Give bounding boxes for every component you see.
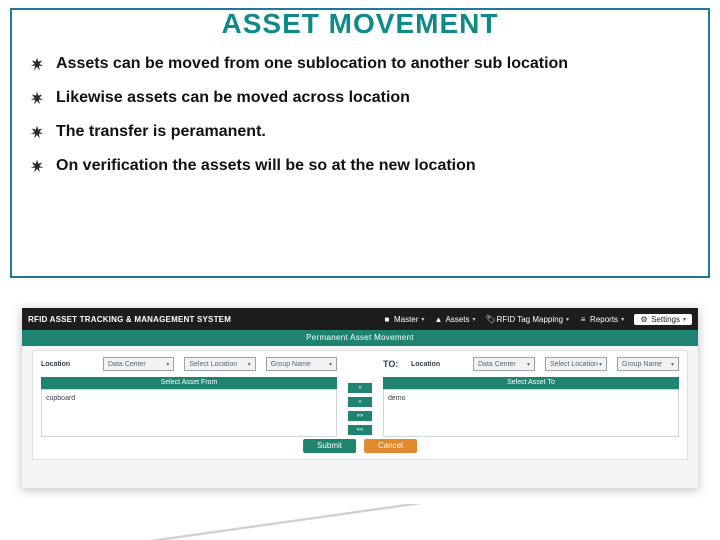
submit-button[interactable]: Submit: [303, 439, 356, 453]
section-title-bar: Permanent Asset Movement: [22, 330, 698, 346]
tag-icon: 🏷: [485, 315, 493, 324]
menu-reports[interactable]: ≡ Reports ▾: [579, 315, 624, 324]
app-screenshot: RFID ASSET TRACKING & MANAGEMENT SYSTEM …: [22, 308, 698, 488]
menu-label: Settings: [651, 315, 680, 324]
square-icon: ■: [383, 315, 391, 324]
chevron-down-icon: ▾: [683, 316, 686, 323]
cancel-button[interactable]: Cancel: [364, 439, 417, 453]
slide: ASSET MOVEMENT Assets can be moved from …: [0, 8, 720, 540]
move-all-right-button[interactable]: »»: [348, 411, 372, 421]
menu-label: Master: [394, 315, 418, 324]
to-dropdown-1[interactable]: Data Center▾: [473, 357, 535, 371]
bullet-item: The transfer is peramanent.: [30, 122, 690, 142]
from-list[interactable]: cupboard: [41, 389, 337, 437]
slide-title: ASSET MOVEMENT: [30, 8, 690, 40]
menu-label: Reports: [590, 315, 618, 324]
location-label: Location: [411, 361, 463, 368]
menu-label: Assets: [445, 315, 469, 324]
bullet-text: Likewise assets can be moved across loca…: [56, 88, 410, 108]
app-brand: RFID ASSET TRACKING & MANAGEMENT SYSTEM: [28, 315, 231, 324]
bullet-text: Assets can be moved from one sublocation…: [56, 54, 568, 74]
to-dropdown-2[interactable]: Select Location▾: [545, 357, 607, 371]
list-item[interactable]: cupboard: [46, 394, 332, 404]
starburst-icon: [30, 159, 44, 173]
list-icon: ≡: [579, 315, 587, 324]
location-label: Location: [41, 361, 93, 368]
list-item[interactable]: demo: [388, 394, 674, 404]
bullet-text: The transfer is peramanent.: [56, 122, 266, 142]
menu-assets[interactable]: ▲ Assets ▾: [434, 315, 475, 324]
to-list[interactable]: demo: [383, 389, 679, 437]
from-list-header: Select Asset From: [41, 377, 337, 389]
chevron-down-icon: ▾: [621, 316, 624, 323]
title-box: ASSET MOVEMENT Assets can be moved from …: [10, 8, 710, 278]
menu-label: RFID Tag Mapping: [496, 315, 563, 324]
app-topbar: RFID ASSET TRACKING & MANAGEMENT SYSTEM …: [22, 308, 698, 330]
chevron-down-icon: ▾: [421, 316, 424, 323]
starburst-icon: [30, 91, 44, 105]
to-label: TO:: [383, 359, 401, 369]
from-dropdown-1[interactable]: Data Center▾: [103, 357, 174, 371]
from-side: Location Data Center▾ Select Location▾ G…: [41, 357, 337, 437]
move-left-button[interactable]: «: [348, 397, 372, 407]
move-all-left-button[interactable]: ««: [348, 425, 372, 435]
topbar-menu: ■ Master ▾ ▲ Assets ▾ 🏷 RFID Tag Mapping…: [383, 314, 692, 325]
bullet-text: On verification the assets will be so at…: [56, 156, 476, 176]
from-dropdown-3[interactable]: Group Name▾: [266, 357, 337, 371]
gear-icon: ⚙: [640, 315, 648, 324]
menu-settings[interactable]: ⚙ Settings ▾: [634, 314, 692, 325]
to-list-header: Select Asset To: [383, 377, 679, 389]
movement-panel: Location Data Center▾ Select Location▾ G…: [32, 350, 688, 460]
decorative-line: [10, 504, 580, 540]
bullet-item: Assets can be moved from one sublocation…: [30, 54, 690, 74]
starburst-icon: [30, 57, 44, 71]
bullet-item: On verification the assets will be so at…: [30, 156, 690, 176]
bullet-list: Assets can be moved from one sublocation…: [30, 54, 690, 176]
starburst-icon: [30, 125, 44, 139]
move-right-button[interactable]: »: [348, 383, 372, 393]
transfer-buttons: » « »» ««: [345, 383, 375, 435]
triangle-icon: ▲: [434, 315, 442, 324]
chevron-down-icon: ▾: [472, 316, 475, 323]
menu-master[interactable]: ■ Master ▾: [383, 315, 424, 324]
panel-footer: Submit Cancel: [303, 439, 417, 453]
bullet-item: Likewise assets can be moved across loca…: [30, 88, 690, 108]
menu-rfid-mapping[interactable]: 🏷 RFID Tag Mapping ▾: [485, 315, 569, 324]
to-dropdown-3[interactable]: Group Name▾: [617, 357, 679, 371]
chevron-down-icon: ▾: [566, 316, 569, 323]
from-dropdown-2[interactable]: Select Location▾: [184, 357, 255, 371]
to-side: TO: Location Data Center▾ Select Locatio…: [383, 357, 679, 437]
